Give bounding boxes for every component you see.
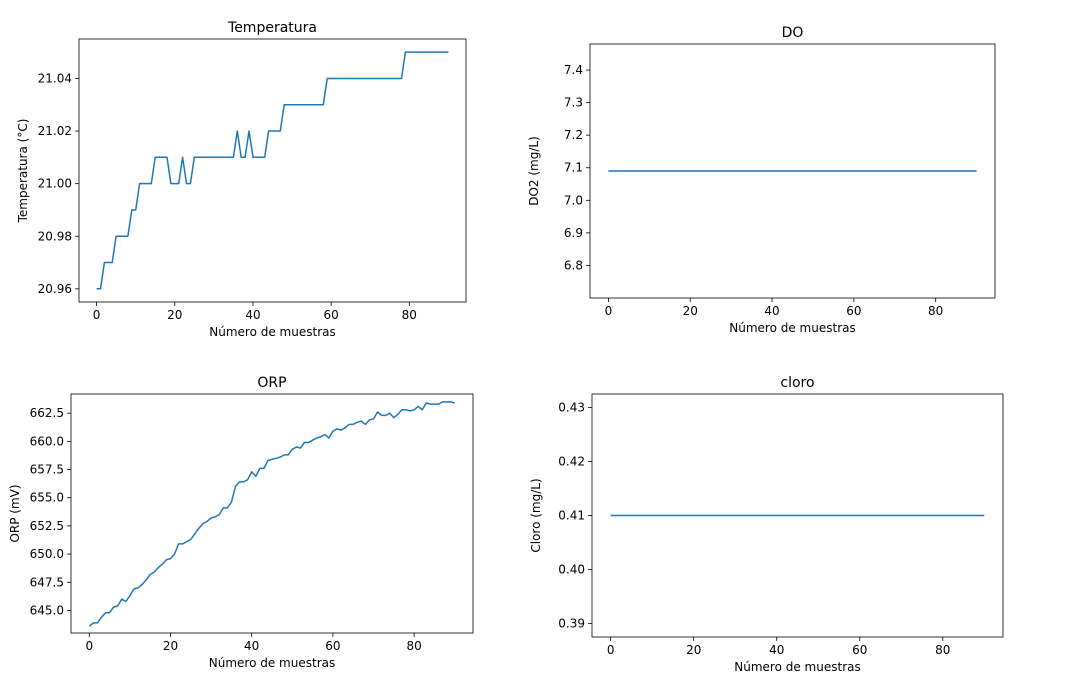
x-tick-label: 40	[245, 308, 260, 322]
y-tick-label: 650.0	[30, 547, 64, 561]
chart-title: cloro	[780, 375, 814, 391]
y-tick-label: 20.98	[38, 229, 72, 243]
y-tick-label: 652.5	[30, 519, 64, 533]
series-line	[96, 51, 449, 290]
y-tick-label: 7.0	[564, 193, 583, 207]
y-tick-label: 662.5	[30, 406, 64, 420]
y-tick-label: 647.5	[30, 575, 64, 589]
y-tick-label: 0.39	[558, 617, 585, 631]
x-tick-label: 40	[769, 643, 784, 657]
x-tick-label: 60	[323, 308, 338, 322]
plot-frame	[589, 43, 996, 299]
x-tick-label: 60	[852, 643, 867, 657]
y-tick-label: 7.3	[564, 96, 583, 110]
y-tick-label: 0.41	[558, 509, 585, 523]
y-tick-label: 21.02	[38, 124, 72, 138]
x-tick-label: 40	[244, 639, 259, 653]
x-tick-label: 20	[163, 639, 178, 653]
y-tick-label: 20.96	[38, 282, 72, 296]
plot-frame	[78, 38, 467, 303]
y-axis-label: ORP (mV)	[8, 484, 22, 542]
chart-title: Temperatura	[227, 20, 317, 36]
y-tick-label: 7.2	[564, 128, 583, 142]
x-axis-label: Número de muestras	[729, 321, 855, 335]
chart-title: ORP	[257, 375, 286, 391]
y-tick-label: 657.5	[30, 463, 64, 477]
y-tick-label: 6.9	[564, 226, 583, 240]
x-tick-label: 60	[846, 304, 861, 318]
x-tick-label: 80	[928, 304, 943, 318]
x-tick-label: 0	[607, 643, 615, 657]
chart-title: DO	[782, 25, 804, 41]
y-tick-label: 7.1	[564, 161, 583, 175]
y-tick-label: 655.0	[30, 491, 64, 505]
chart-0: Temperatura 0 20 40 60 80 20.96 20.98 21.00 21.02…	[16, 20, 467, 339]
chart-1: DO 0 20 40 60 80 6.8 6.9 7.0 7.1 7.2 7.3 7.4 Número d…	[527, 25, 996, 335]
x-tick-label: 80	[402, 308, 417, 322]
x-tick-label: 20	[683, 304, 698, 318]
x-tick-label: 40	[764, 304, 779, 318]
x-axis-label: Número de muestras	[734, 660, 860, 674]
y-tick-label: 0.42	[558, 455, 585, 469]
y-axis-label: Temperatura (°C)	[16, 119, 30, 224]
y-tick-label: 660.0	[30, 434, 64, 448]
y-tick-label: 7.4	[564, 63, 583, 77]
y-tick-label: 6.8	[564, 258, 583, 272]
y-axis-label: Cloro (mg/L)	[529, 478, 543, 552]
chart-2: ORP 0 20 40 60 80 645.0 647.5 650.0 652.5 655.0 657…	[8, 375, 474, 670]
x-axis-label: Número de muestras	[209, 325, 335, 339]
series-line	[88, 401, 455, 627]
y-tick-label: 0.40	[558, 563, 585, 577]
chart-3: cloro 0 20 40 60 80 0.39 0.40 0.41 0.42 0.43 Número…	[529, 375, 1004, 674]
y-tick-label: 21.00	[38, 177, 72, 191]
x-tick-label: 80	[935, 643, 950, 657]
x-axis-label: Número de muestras	[209, 656, 335, 670]
x-tick-label: 20	[167, 308, 182, 322]
x-tick-label: 20	[686, 643, 701, 657]
x-tick-label: 60	[325, 639, 340, 653]
y-tick-label: 645.0	[30, 603, 64, 617]
x-tick-label: 0	[85, 639, 93, 653]
y-tick-label: 0.43	[558, 401, 585, 415]
x-tick-label: 0	[93, 308, 101, 322]
y-tick-label: 21.04	[38, 71, 72, 85]
plot-frame	[70, 393, 474, 634]
x-tick-label: 0	[605, 304, 613, 318]
x-tick-label: 80	[406, 639, 421, 653]
y-axis-label: DO2 (mg/L)	[527, 136, 541, 206]
